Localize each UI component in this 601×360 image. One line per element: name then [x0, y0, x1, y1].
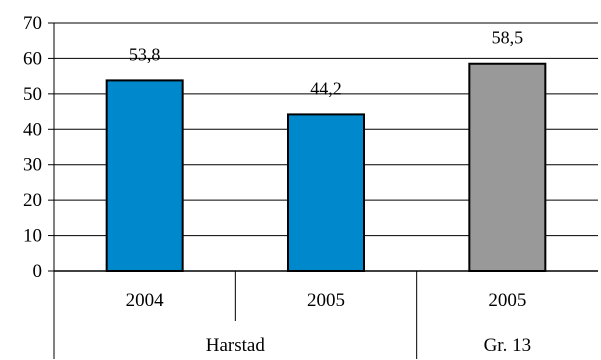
y-tick-label-50: 50: [23, 84, 42, 105]
y-tick-label-10: 10: [23, 226, 42, 247]
labels: 0 10 20 30 40 50 60 70 53,8 44,2 58,5 2004 2005 2005 H…: [23, 13, 531, 356]
bar-1: [287, 113, 365, 272]
y-tick-label-60: 60: [23, 48, 42, 69]
data-label-1: 44,2: [310, 78, 342, 98]
data-label-2: 58,5: [492, 28, 524, 48]
bar-0: [105, 79, 184, 272]
y-tick-label-30: 30: [23, 155, 42, 176]
x-category-label-2: 2005: [488, 290, 526, 311]
y-tick-label-40: 40: [23, 119, 42, 140]
x-group-label-0: Harstad: [206, 335, 266, 356]
data-label-0: 53,8: [129, 44, 161, 64]
x-group-label-1: Gr. 13: [484, 335, 532, 356]
y-tick-label-0: 0: [33, 261, 43, 282]
bar-2: [468, 62, 547, 272]
bars: [105, 62, 547, 272]
y-tick-label-20: 20: [23, 190, 42, 211]
x-category-label-0: 2004: [126, 290, 165, 311]
y-tick-label-70: 70: [23, 13, 42, 34]
x-category-label-1: 2005: [307, 290, 345, 311]
